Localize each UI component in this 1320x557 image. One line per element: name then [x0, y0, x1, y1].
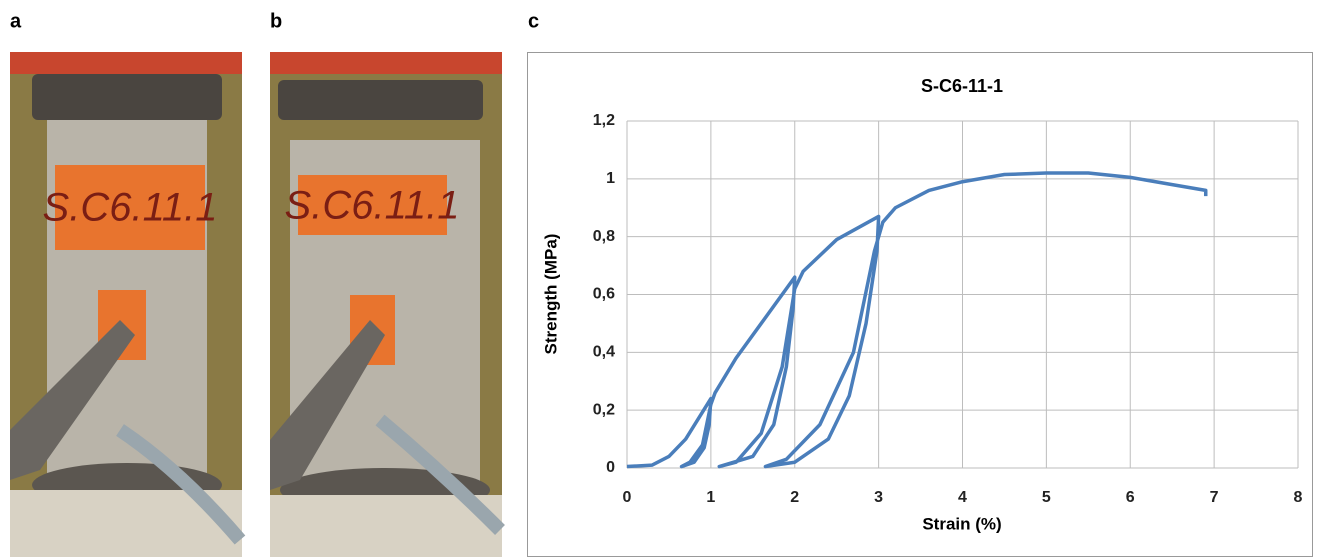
y-tick-label: 0,8: [593, 228, 615, 245]
chart-title: S-C6-11-1: [921, 76, 1003, 96]
x-tick-label: 7: [1210, 489, 1219, 506]
y-tick-label: 0,6: [593, 286, 615, 303]
plot-area: 0 0,2 0,4 0,6 0,8 1 1,2 0 1 2 3 4 5 6 7 8: [593, 112, 1303, 506]
y-tick-label: 1,2: [593, 112, 615, 129]
photo: S.C6.11.1: [10, 52, 246, 557]
x-tick-label: 2: [790, 489, 799, 506]
x-tick-label: 4: [958, 489, 967, 506]
x-tick-label: 6: [1126, 489, 1135, 506]
y-axis-label: Strength (MPa): [541, 234, 560, 355]
x-tick-label: 1: [706, 489, 715, 506]
chart-frame: [527, 52, 1313, 557]
x-tick-label: 8: [1294, 489, 1303, 506]
y-tick-label: 0: [606, 459, 615, 476]
x-tick-label: 3: [874, 489, 883, 506]
photo-label: S.C6.11.1: [285, 184, 460, 228]
panel-label: b: [270, 10, 282, 32]
data-line: [626, 171, 1208, 469]
panel-label: a: [10, 10, 22, 32]
photo: S.C6.11.1: [270, 52, 505, 557]
photo-label: S.C6.11.1: [43, 186, 218, 230]
x-tick-label: 5: [1042, 489, 1051, 506]
y-tick-label: 1: [606, 170, 615, 187]
y-tick-label: 0,4: [593, 344, 615, 361]
y-tick-label: 0,2: [593, 401, 615, 418]
panel-label: c: [528, 10, 539, 32]
x-tick-label: 0: [623, 489, 632, 506]
x-axis-label: Strain (%): [922, 514, 1001, 533]
